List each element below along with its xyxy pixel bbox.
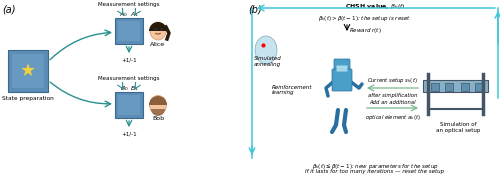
Text: (a): (a) [2,4,16,14]
Wedge shape [151,109,165,116]
Text: Bob: Bob [152,116,164,121]
Text: Alice: Alice [150,42,166,47]
FancyBboxPatch shape [118,21,140,41]
Ellipse shape [150,22,166,40]
Text: If it lasts for too many iterations — reset the setup: If it lasts for too many iterations — re… [306,169,444,174]
Text: optical element $a_k(t)$: optical element $a_k(t)$ [364,113,420,122]
Text: Current setup $s_k(t)$: Current setup $s_k(t)$ [367,76,418,85]
Text: +1/-1: +1/-1 [121,57,137,62]
FancyBboxPatch shape [115,92,143,118]
FancyBboxPatch shape [475,83,483,91]
FancyBboxPatch shape [8,50,48,92]
Ellipse shape [255,36,277,64]
Text: Simulation of
an optical setup: Simulation of an optical setup [436,122,480,133]
Text: Measurement settings: Measurement settings [98,2,160,7]
Text: $B_0$: $B_0$ [120,84,128,93]
FancyBboxPatch shape [115,18,143,44]
Text: Reward $r(t)$: Reward $r(t)$ [349,26,382,35]
FancyBboxPatch shape [332,69,352,91]
FancyBboxPatch shape [12,54,44,88]
FancyBboxPatch shape [461,83,469,91]
Text: State preparation: State preparation [2,96,54,101]
Ellipse shape [150,96,166,114]
Text: Add an additional: Add an additional [369,100,416,105]
Text: $B_1$: $B_1$ [130,84,138,93]
FancyBboxPatch shape [423,80,488,92]
Text: ★: ★ [20,62,36,80]
FancyBboxPatch shape [431,83,439,91]
Text: $\beta_k(t) > \beta(t-1)$: the setup is reset: $\beta_k(t) > \beta(t-1)$: the setup is … [318,14,412,23]
Text: $A_1$: $A_1$ [130,10,138,19]
FancyBboxPatch shape [336,65,347,72]
Text: Simulated
annealing: Simulated annealing [254,56,282,67]
Wedge shape [149,96,167,105]
Text: +1/-1: +1/-1 [121,131,137,136]
Text: Measurement settings: Measurement settings [98,76,160,81]
Text: $A_0$: $A_0$ [120,10,128,19]
Text: CHSH value, $\beta_k(t)$: CHSH value, $\beta_k(t)$ [344,2,406,11]
FancyBboxPatch shape [118,95,140,115]
Text: (b): (b) [248,4,262,14]
Text: Reinforcement
learning: Reinforcement learning [272,85,312,95]
FancyBboxPatch shape [445,83,453,91]
Text: after simplification: after simplification [368,93,417,98]
Text: $\beta_k(t) \leq \beta(t-1)$: new parameters for the setup: $\beta_k(t) \leq \beta(t-1)$: new parame… [312,162,438,171]
Wedge shape [149,22,167,31]
FancyBboxPatch shape [334,59,350,75]
